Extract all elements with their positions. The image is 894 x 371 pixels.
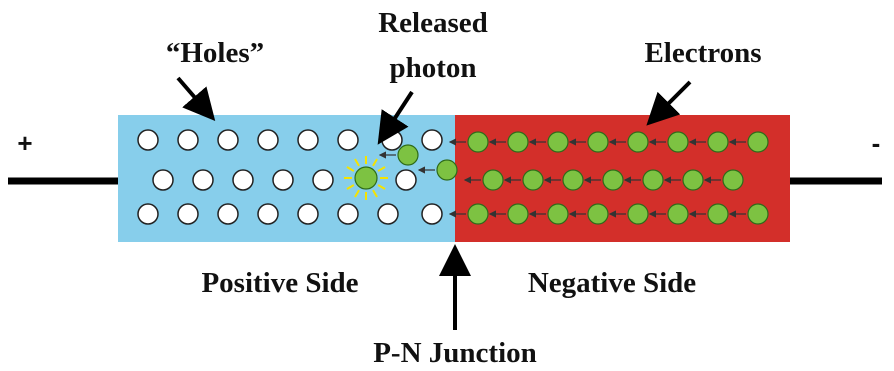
electron (708, 204, 728, 224)
hole (298, 130, 318, 150)
hole (338, 130, 358, 150)
hole (138, 130, 158, 150)
hole (396, 170, 416, 190)
positive-side-label: Positive Side (201, 267, 358, 299)
hole (422, 130, 442, 150)
hole (258, 130, 278, 150)
electron (748, 132, 768, 152)
electron (668, 204, 688, 224)
electron (588, 132, 608, 152)
hole (178, 204, 198, 224)
electron (548, 204, 568, 224)
plus-sign: + (17, 128, 32, 158)
electron (468, 132, 488, 152)
electron (668, 132, 688, 152)
hole (313, 170, 333, 190)
electron (683, 170, 703, 190)
hole (273, 170, 293, 190)
photon-label: photon (389, 52, 476, 84)
electrons-arrow (652, 82, 690, 120)
electron (603, 170, 623, 190)
pn-junction-diagram: + - “Holes” Released photon Electrons Po… (0, 0, 894, 371)
hole (298, 204, 318, 224)
holes-arrow (178, 78, 210, 115)
electron (548, 132, 568, 152)
negative-side-label: Negative Side (528, 267, 696, 299)
electron (643, 170, 663, 190)
hole (378, 204, 398, 224)
electron (508, 204, 528, 224)
hole (233, 170, 253, 190)
hole (138, 204, 158, 224)
hole (338, 204, 358, 224)
hole (422, 204, 442, 224)
electron (628, 132, 648, 152)
electron (483, 170, 503, 190)
electron (708, 132, 728, 152)
hole (178, 130, 198, 150)
hole (218, 130, 238, 150)
electron (523, 170, 543, 190)
hole (193, 170, 213, 190)
holes-label: “Holes” (166, 37, 264, 69)
electron (468, 204, 488, 224)
minus-sign: - (872, 128, 881, 158)
electron (723, 170, 743, 190)
hole (153, 170, 173, 190)
electron (508, 132, 528, 152)
hole (258, 204, 278, 224)
released-label: Released (378, 7, 488, 39)
electron (437, 160, 457, 180)
electron (398, 145, 418, 165)
electrons-label: Electrons (644, 37, 761, 69)
recombined-electron (355, 167, 377, 189)
junction-label: P-N Junction (373, 337, 537, 369)
page: {"labels": {"holes": "“Holes”", "release… (0, 0, 894, 371)
hole (218, 204, 238, 224)
electron (563, 170, 583, 190)
electron (588, 204, 608, 224)
electron (748, 204, 768, 224)
electron (628, 204, 648, 224)
